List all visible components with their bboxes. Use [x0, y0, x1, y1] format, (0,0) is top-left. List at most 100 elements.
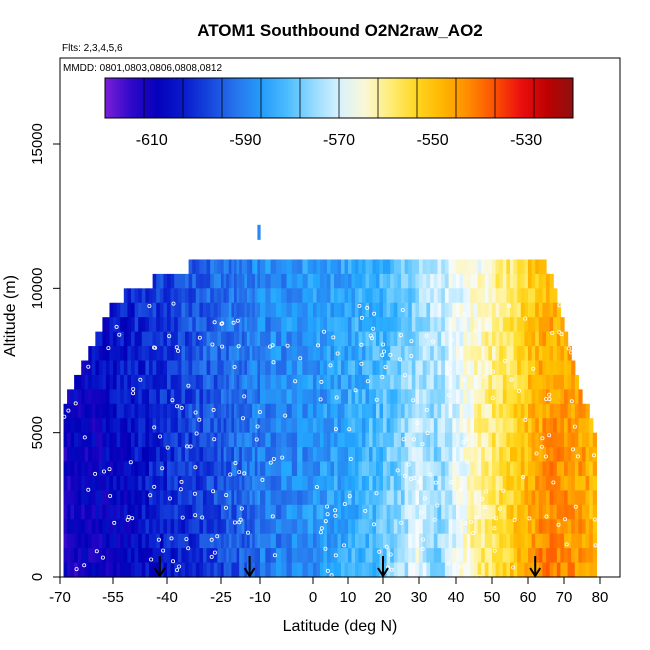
heat-cell: [226, 389, 230, 405]
heat-cell: [433, 490, 439, 506]
heat-cell: [531, 259, 536, 275]
heat-cell: [560, 331, 565, 347]
heat-cell: [578, 447, 583, 463]
heat-cell: [234, 490, 238, 506]
heat-cell: [116, 533, 121, 549]
heat-cell: [348, 288, 353, 304]
heat-cell: [291, 475, 298, 491]
heat-cell: [181, 317, 186, 333]
heat-cell: [470, 418, 475, 434]
heat-cell: [123, 317, 128, 333]
heat-cell: [134, 461, 139, 477]
heat-cell: [81, 418, 86, 434]
heat-cell: [422, 490, 427, 506]
heat-cell: [466, 360, 471, 376]
sample-point: [192, 491, 197, 496]
heat-cell: [341, 447, 346, 463]
heat-cell: [474, 533, 479, 549]
heat-cell: [228, 447, 232, 463]
heat-cell: [404, 447, 409, 463]
heat-cell: [185, 374, 190, 390]
heat-cell: [459, 490, 464, 506]
heat-cell: [234, 389, 238, 405]
heat-cell: [433, 302, 439, 318]
heat-cell: [390, 360, 395, 376]
sample-point: [446, 561, 451, 566]
sample-point: [372, 311, 377, 316]
heat-cell: [217, 273, 222, 289]
heat-cell: [131, 389, 136, 405]
heat-cell: [510, 273, 515, 289]
heat-cell: [415, 447, 420, 463]
heat-cell: [470, 490, 475, 506]
heat-cell: [351, 447, 356, 463]
heat-cell: [195, 418, 200, 434]
heat-cell: [181, 403, 186, 419]
sample-point: [374, 397, 379, 402]
heat-cell: [95, 475, 100, 491]
heat-cell: [502, 302, 507, 318]
sample-point: [419, 510, 424, 515]
flights-note: Flts: 2,3,4,5,6: [62, 43, 123, 54]
heat-cell: [383, 346, 388, 362]
heat-cell: [74, 504, 79, 520]
heat-cell: [383, 418, 388, 434]
heat-cell: [74, 461, 79, 477]
heat-cell: [257, 548, 261, 564]
heat-cell: [141, 360, 146, 376]
heat-cell: [217, 447, 222, 463]
heat-cell: [177, 533, 182, 549]
heat-cell: [156, 302, 161, 318]
heat-cell: [495, 374, 500, 390]
heat-cell: [444, 403, 450, 419]
heat-cell: [470, 548, 475, 564]
heat-cell: [291, 273, 298, 289]
heat-cell: [433, 562, 439, 578]
heat-cell: [362, 331, 367, 347]
heat-cell: [199, 562, 204, 578]
heat-cell: [316, 317, 321, 333]
heat-cell: [484, 273, 489, 289]
heat-cell: [221, 548, 225, 564]
sample-point: [447, 393, 452, 398]
sample-point: [480, 496, 485, 501]
heat-cell: [252, 331, 256, 347]
heat-cell: [520, 389, 525, 405]
sample-point: [357, 303, 362, 308]
heat-cell: [355, 403, 360, 419]
heat-cell: [474, 548, 479, 564]
heat-cell: [337, 259, 342, 275]
heat-cell: [528, 548, 533, 564]
heat-cell: [244, 302, 248, 318]
heat-cell: [520, 490, 525, 506]
heat-cell: [286, 475, 293, 491]
heat-cell: [408, 418, 413, 434]
heat-cell: [134, 317, 139, 333]
heat-cell: [221, 374, 225, 390]
heat-cell: [365, 389, 370, 405]
heat-cell: [138, 288, 143, 304]
x-tick-label: -10: [249, 589, 271, 606]
heat-cell: [102, 432, 107, 448]
heat-cell: [152, 562, 157, 578]
heat-cell: [524, 346, 529, 362]
heat-cell: [167, 447, 172, 463]
heat-cell: [98, 403, 103, 419]
heat-cell: [252, 259, 256, 275]
heat-cell: [459, 461, 464, 477]
heat-cell: [63, 403, 68, 419]
heat-cell: [466, 548, 471, 564]
sample-point: [186, 383, 191, 388]
heat-cell: [120, 360, 125, 376]
heat-cell: [582, 475, 587, 491]
heat-cell: [386, 504, 391, 520]
heat-cell: [372, 504, 377, 520]
heat-cell: [141, 331, 146, 347]
heat-cell: [474, 461, 479, 477]
heat-cell: [351, 418, 356, 434]
heat-cell: [419, 317, 424, 333]
heat-cell: [270, 519, 277, 535]
heat-cell: [281, 288, 288, 304]
heat-cell: [369, 533, 374, 549]
heat-cell: [481, 548, 486, 564]
